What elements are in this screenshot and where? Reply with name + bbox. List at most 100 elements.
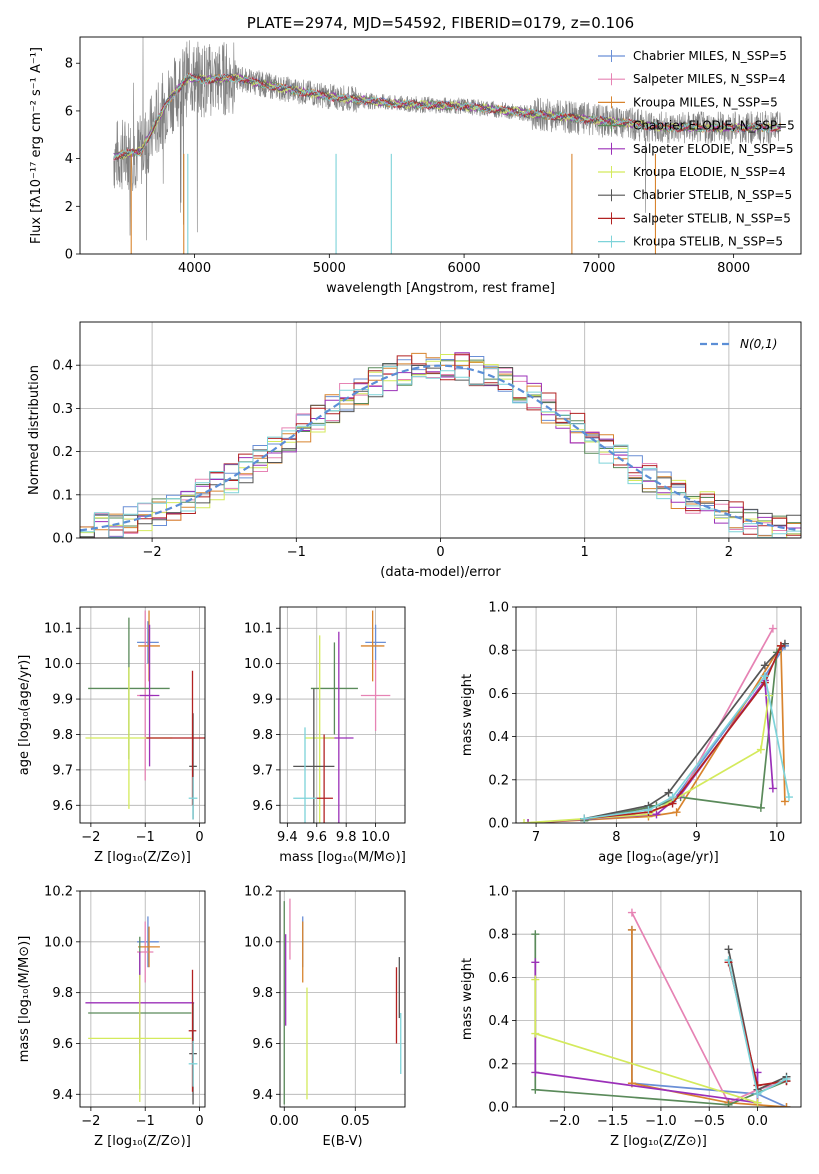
y-tick-label: 9.8 <box>252 728 273 743</box>
normal-legend: N(0,1) <box>700 337 777 351</box>
spectrum-title: PLATE=2974, MJD=54592, FIBERID=0179, z=0… <box>247 14 634 32</box>
x-axis-label: Z [log₁₀(Z/Z⊙)] <box>610 1134 707 1149</box>
x-tick-label: −1 <box>136 1114 155 1129</box>
y-tick-label: 9.8 <box>252 986 273 1001</box>
x-tick-label: −2 <box>81 830 100 845</box>
data-point <box>139 624 160 767</box>
plot-frame-mass-vs-ebv <box>279 890 406 1108</box>
data-point <box>360 660 391 731</box>
y-tick-label: 10.0 <box>44 935 73 950</box>
x-axis-label: E(B-V) <box>322 1134 362 1149</box>
x-tick-label: 9 <box>692 830 700 845</box>
series-marker <box>724 945 733 954</box>
series-marker <box>780 797 789 806</box>
x-tick-label: 9.6 <box>306 830 327 845</box>
x-tick-label: 7 <box>532 830 540 845</box>
axes-massweight-vs-Z: −2.0 −1.5 −1.0 −0.5 0.0 0.0 0.2 0.4 0.6 0.8 1.0 Z [… <box>460 885 801 1149</box>
series-line <box>631 912 787 1104</box>
x-tick-label: 6000 <box>448 261 481 276</box>
y-tick-label: 9.4 <box>252 1088 273 1103</box>
y-tick-label: 0.3 <box>52 402 73 417</box>
series-marker <box>531 958 540 967</box>
x-axis-label: wavelength [Angstrom, rest frame] <box>326 281 555 296</box>
legend-label: Salpeter MILES, N_SSP=4 <box>633 72 786 86</box>
data-point <box>310 642 358 735</box>
spectrum-lines <box>113 37 782 254</box>
legend-label: Salpeter STELIB, N_SSP=5 <box>633 211 791 225</box>
y-tick-label: 9.6 <box>52 1037 73 1052</box>
y-tick-label: 10.0 <box>44 657 73 672</box>
y-tick-label: 0.4 <box>488 730 509 745</box>
normal-curve <box>80 364 799 532</box>
errorbars-age-vs-mass <box>293 610 391 823</box>
x-tick-label: 0 <box>195 1114 203 1129</box>
y-tick-label: 0.6 <box>488 971 509 986</box>
series-marker <box>756 803 765 812</box>
model-spectrum <box>113 73 782 159</box>
x-tick-label: 10.0 <box>361 830 390 845</box>
series-marker <box>784 793 793 802</box>
y-tick-label: 8 <box>65 57 73 72</box>
y-tick-label: 6 <box>65 104 73 119</box>
series-marker <box>644 806 653 815</box>
y-axis-label: mass [log₁₀(M/M⊙)] <box>17 936 32 1063</box>
x-tick-label: −1.5 <box>597 1114 629 1129</box>
x-tick-label: 7000 <box>582 261 615 276</box>
series-marker <box>753 1090 762 1099</box>
y-tick-label: 2 <box>65 200 73 215</box>
x-tick-label: −2 <box>143 545 162 560</box>
x-tick-label: 2 <box>725 545 733 560</box>
data-point <box>293 688 335 823</box>
y-tick-label: 9.4 <box>52 1088 73 1103</box>
series-marker <box>768 624 777 633</box>
y-tick-label: 9.7 <box>52 763 73 778</box>
series-marker <box>531 1085 540 1094</box>
y-axis-label: mass weight <box>460 674 475 756</box>
y-axis-label: Normed distribution <box>27 365 42 495</box>
y-tick-label: 4 <box>65 152 73 167</box>
plot-frame-residual-hist <box>79 321 802 539</box>
legend-label: Chabrier STELIB, N_SSP=5 <box>633 188 792 202</box>
y-tick-label: 9.6 <box>252 799 273 814</box>
errorbars-mass-vs-Z <box>85 916 198 1105</box>
series-marker <box>627 908 636 917</box>
axes-age-vs-Z: −2 −1 0 9.6 9.7 9.8 9.9 10.0 10.1 Z [log₁₀(Z/Z⊙)]… <box>17 607 205 865</box>
x-tick-label: 8 <box>612 830 620 845</box>
x-tick-label: −2 <box>81 1114 100 1129</box>
data-point <box>137 916 159 968</box>
x-tick-label: −2.0 <box>549 1114 581 1129</box>
series-marker <box>760 672 769 681</box>
y-tick-label: 10.2 <box>244 885 273 900</box>
series-marker <box>782 1103 791 1107</box>
data-point <box>315 734 333 823</box>
series-marker <box>652 810 661 819</box>
legend-label: Kroupa STELIB, N_SSP=5 <box>633 235 783 249</box>
series-marker <box>760 661 769 670</box>
x-tick-label: 4000 <box>178 261 211 276</box>
y-tick-label: 0.4 <box>52 359 73 374</box>
y-tick-label: 9.9 <box>252 693 273 708</box>
plot-frame-massweight-vs-age <box>515 606 802 824</box>
y-axis-label: mass weight <box>460 958 475 1040</box>
series-marker <box>580 814 589 823</box>
y-tick-label: 9.8 <box>52 986 73 1001</box>
y-tick-label: 0.2 <box>52 445 73 460</box>
series-marker <box>768 784 777 793</box>
legend-label: Kroupa MILES, N_SSP=5 <box>633 95 778 109</box>
y-tick-label: 9.6 <box>52 799 73 814</box>
x-tick-label: 0.0 <box>747 1114 768 1129</box>
series-marker <box>672 808 681 817</box>
x-tick-label: 9.8 <box>336 830 357 845</box>
y-tick-label: 0.6 <box>488 687 509 702</box>
axes-age-vs-mass: 9.4 9.6 9.8 10.0 9.6 9.7 9.8 9.9 10.0 10.1 mass [l… <box>244 607 406 865</box>
y-tick-label: 1.0 <box>488 601 509 616</box>
y-tick-label: 0.0 <box>52 532 73 547</box>
legend-label: N(0,1) <box>740 337 777 351</box>
data-point <box>305 635 335 823</box>
data-point <box>138 926 160 968</box>
data-point <box>365 624 386 661</box>
residual-histogram <box>80 354 801 538</box>
legend-label: Kroupa ELODIE, N_SSP=4 <box>633 165 786 179</box>
x-tick-label: −1 <box>287 545 306 560</box>
